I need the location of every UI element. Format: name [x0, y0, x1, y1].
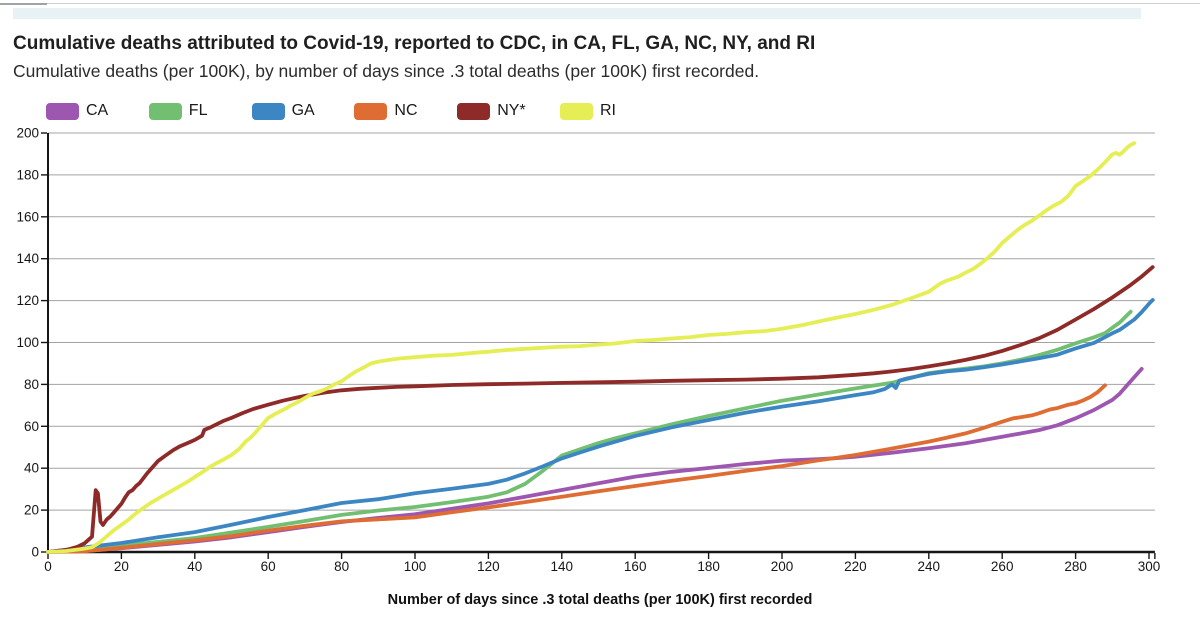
x-tick-label: 60: [261, 559, 276, 574]
legend-swatch-ga: [251, 102, 285, 120]
legend-label-ga: GA: [291, 102, 315, 119]
x-tick-label: 80: [334, 559, 349, 574]
x-tick-label: 20: [114, 559, 129, 574]
x-tick-label: 0: [44, 559, 52, 574]
y-tick-label: 80: [24, 377, 39, 392]
x-tick-label: 100: [404, 559, 427, 574]
y-tick-label: 140: [16, 251, 39, 266]
y-tick-label: 200: [16, 126, 39, 141]
y-tick-label: 60: [24, 419, 39, 434]
y-tick-label: 180: [16, 167, 39, 182]
series-line-ca: [46, 366, 1144, 554]
y-tick-label: 40: [24, 461, 39, 476]
series-line-ga: [46, 298, 1155, 554]
legend-item-ca: CA: [46, 102, 149, 120]
series-line-nc: [46, 383, 1107, 554]
legend-item-ny: NY*: [457, 102, 560, 120]
x-tick-label: 40: [187, 559, 202, 574]
x-axis-label: Number of days since .3 total deaths (pe…: [387, 592, 813, 608]
x-tick-label: 160: [624, 559, 647, 574]
legend-swatch-ny: [457, 102, 491, 120]
y-tick-label: 160: [16, 209, 39, 224]
chart-title: Cumulative deaths attributed to Covid-19…: [13, 33, 816, 54]
legend-label-ny: NY*: [497, 102, 526, 119]
x-tick-label: 140: [551, 559, 574, 574]
legend-item-ri: RI: [559, 102, 663, 120]
x-tick-label: 240: [918, 559, 941, 574]
legend-label-nc: NC: [394, 102, 418, 119]
legend-swatch-ca: [46, 102, 79, 120]
x-tick-label: 280: [1064, 559, 1087, 574]
legend-item-fl: FL: [148, 102, 252, 120]
legend-item-nc: NC: [354, 102, 457, 120]
chart-subtitle: Cumulative deaths (per 100K), by number …: [13, 61, 760, 81]
top-divider-accent: [0, 3, 47, 5]
legend: CA FL GA NC NY* RI: [46, 102, 663, 120]
x-tick-label: 180: [697, 559, 720, 574]
legend-item-ga: GA: [251, 102, 355, 120]
top-highlight-bar: [13, 8, 1141, 19]
x-tick-label: 200: [771, 559, 794, 574]
legend-swatch-ri: [559, 102, 593, 120]
x-tick-label: 220: [844, 559, 867, 574]
y-tick-label: 120: [16, 293, 39, 308]
legend-label-ri: RI: [599, 102, 616, 119]
x-tick-label: 300: [1138, 559, 1161, 574]
y-tick-label: 0: [31, 545, 39, 560]
y-tick-label: 100: [16, 335, 39, 350]
legend-swatch-fl: [148, 102, 182, 120]
legend-swatch-nc: [354, 102, 388, 120]
y-tick-label: 20: [24, 503, 39, 518]
legend-label-ca: CA: [86, 102, 109, 119]
series-line-ny: [46, 265, 1155, 554]
x-tick-label: 120: [477, 559, 500, 574]
legend-label-fl: FL: [188, 102, 208, 119]
top-divider-line: [0, 3, 1200, 4]
series-line-ri: [46, 141, 1137, 554]
series-line-fl: [46, 309, 1133, 554]
x-tick-label: 260: [991, 559, 1014, 574]
